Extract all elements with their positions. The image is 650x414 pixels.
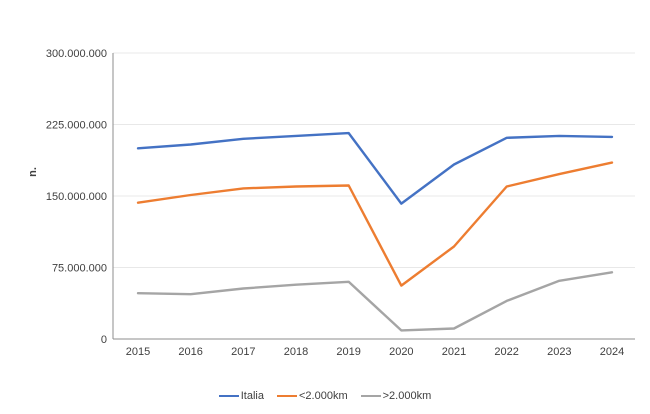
legend-item-gt-2-000km: >2.000km [360,390,432,402]
legend-line-marker [218,394,239,398]
chart-legend: Italia <2.000km >2.000km [0,388,650,404]
x-axis-tick-label: 2019 [336,346,360,358]
legend-label: Italia [240,390,264,402]
x-axis-tick-label: 2017 [231,346,255,358]
x-axis-tick-label: 2018 [284,346,308,358]
legend-item-italia: Italia [218,390,264,402]
legend-line-marker [360,394,381,398]
series-line-gt-2-000km [136,271,614,332]
y-axis-tick-label: 75.000.000 [52,263,107,275]
series-line-lt-2-000km [136,161,614,287]
y-axis-tick-label: 225.000.000 [46,120,107,132]
x-axis-tick-label: 2021 [442,346,466,358]
y-axis-tick-label: 300.000.000 [46,48,107,60]
x-axis-tick-label: 2022 [494,346,518,358]
x-axis-tick-label: 2024 [600,346,624,358]
x-axis-tick-label: 2020 [389,346,413,358]
x-axis-tick-label: 2015 [126,346,150,358]
series-line-italia [136,131,614,205]
x-axis-tick-label: 2016 [178,346,202,358]
legend-item-lt-2-000km: <2.000km [277,390,348,402]
legend-label: >2.000km [382,390,432,402]
legend-label: <2.000km [299,390,348,402]
y-axis-tick-label: 150.000.000 [46,191,107,203]
y-axis-tick-label: 0 [101,334,107,346]
y-axis-title: n. [27,167,39,177]
x-axis-tick-label: 2023 [547,346,571,358]
legend-line-marker [277,394,297,398]
